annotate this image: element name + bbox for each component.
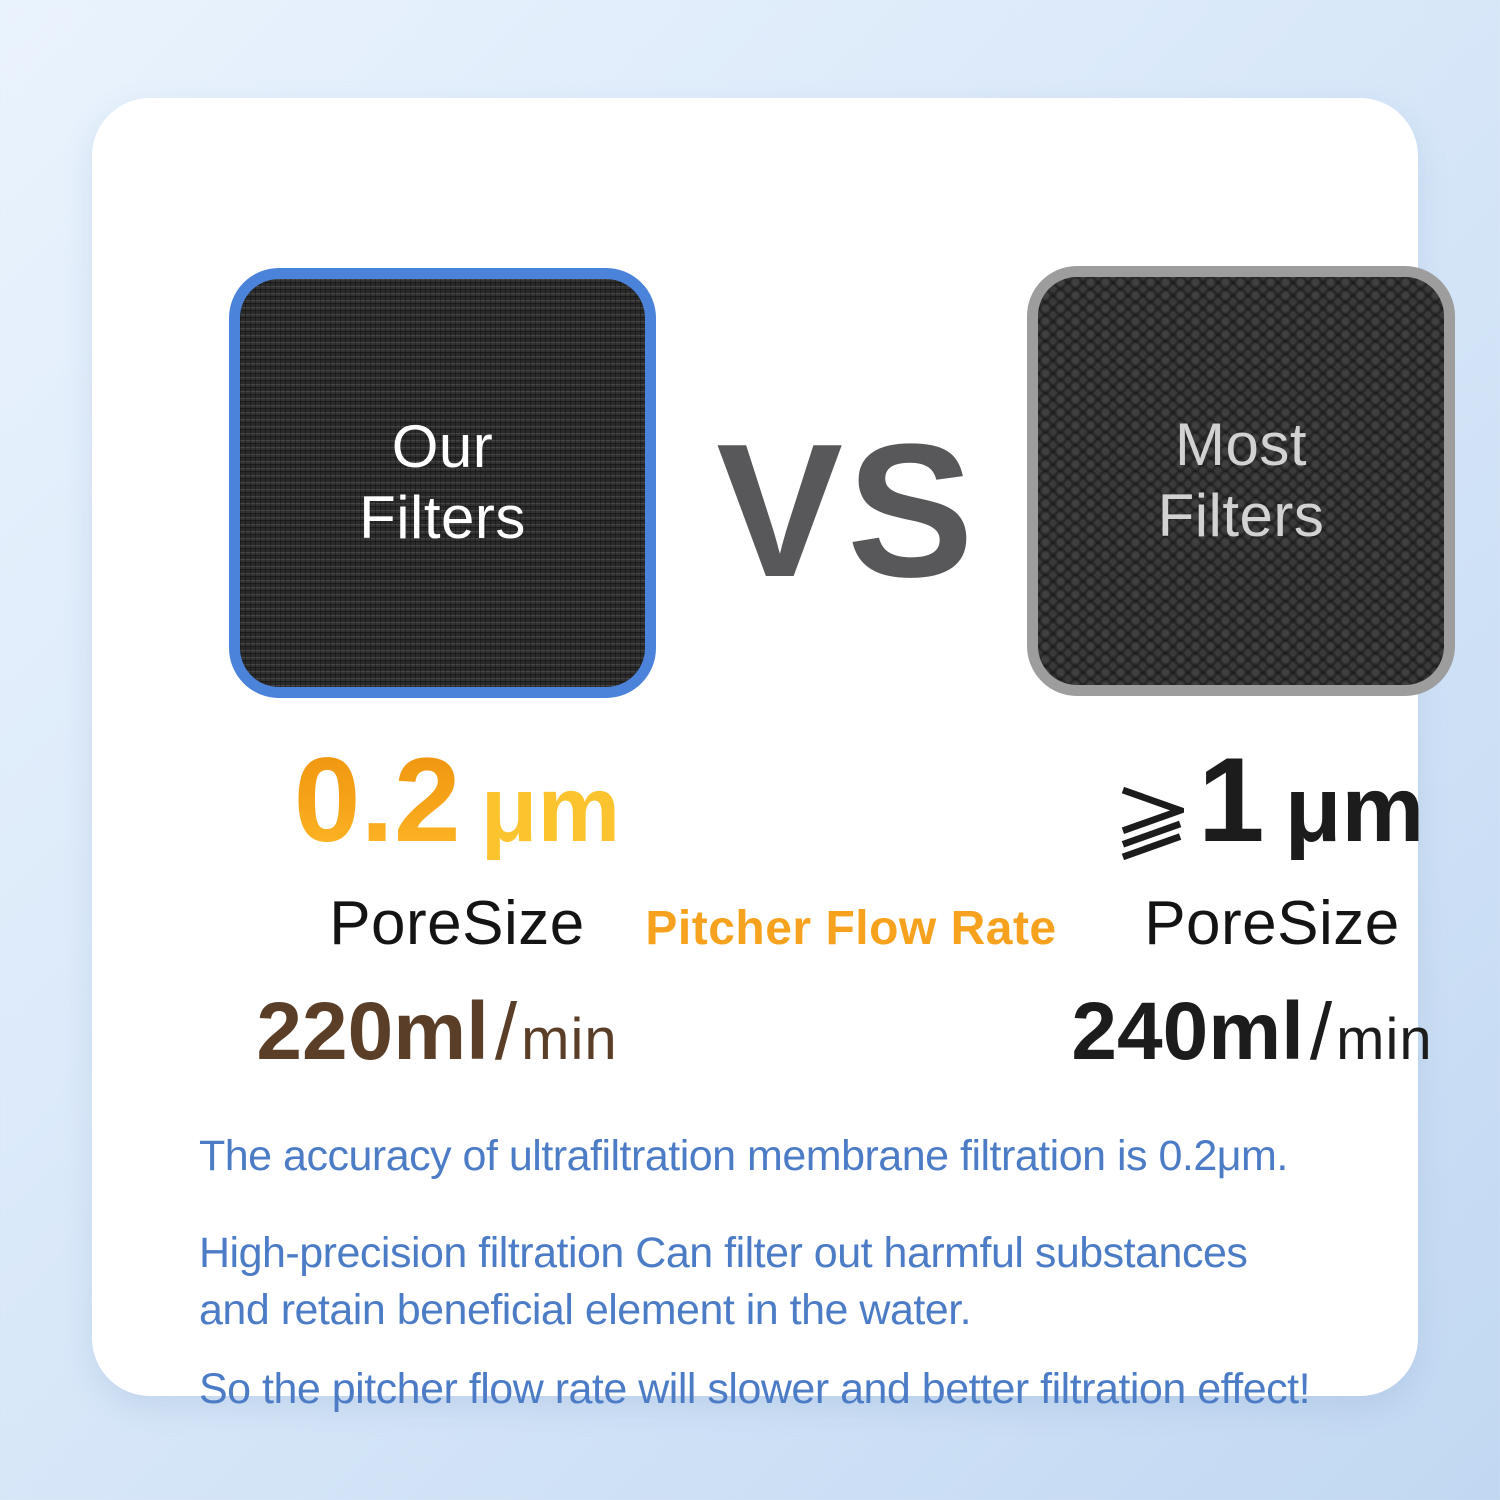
- flow-rate-right: 240ml / min: [1027, 991, 1477, 1073]
- pore-size-left-unit: μm: [480, 757, 621, 861]
- description-line-1: The accuracy of ultrafiltration membrane…: [199, 1132, 1288, 1180]
- comparison-card: Our Filters VS Most Filters 0.2 μm 1 μm …: [92, 98, 1455, 1413]
- pore-size-left: 0.2 μm: [232, 740, 682, 870]
- our-filter-swatch: Our Filters: [229, 268, 656, 698]
- pore-size-left-value: 0.2: [293, 733, 461, 867]
- greater-equal-icon: [1121, 786, 1184, 860]
- pore-size-right-value: 1: [1197, 733, 1265, 867]
- vs-label: VS: [716, 405, 978, 617]
- pitcher-flow-rate-heading: Pitcher Flow Rate: [645, 902, 1057, 955]
- pore-size-label-left: PoreSize: [329, 889, 585, 958]
- pore-size-label-right: PoreSize: [1144, 889, 1400, 958]
- flow-rate-left: 220ml / min: [202, 991, 672, 1073]
- flow-rate-left-divider: /: [494, 987, 518, 1076]
- description-line-3: So the pitcher flow rate will slower and…: [199, 1365, 1311, 1413]
- description-line-2: High-precision filtration Can filter out…: [199, 1229, 1248, 1334]
- flow-rate-right-value: 240ml: [1071, 986, 1304, 1077]
- description: The accuracy of ultrafiltration membrane…: [199, 1128, 1500, 1418]
- pore-size-right: 1 μm: [1047, 740, 1497, 870]
- our-filter-label: Our Filters: [359, 413, 526, 551]
- flow-rate-left-value: 220ml: [256, 986, 489, 1077]
- most-filter-swatch: Most Filters: [1027, 266, 1455, 696]
- flow-rate-right-divider: /: [1309, 987, 1333, 1076]
- flow-rate-right-unit: min: [1336, 1007, 1433, 1072]
- pore-size-right-unit: μm: [1284, 757, 1425, 861]
- flow-rate-left-unit: min: [521, 1007, 618, 1072]
- most-filter-label: Most Filters: [1157, 411, 1325, 549]
